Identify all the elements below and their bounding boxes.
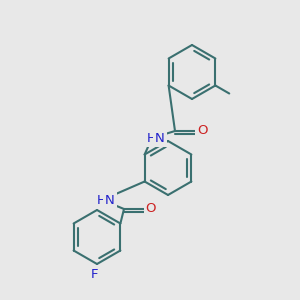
Text: O: O xyxy=(197,124,207,137)
Text: F: F xyxy=(90,268,98,281)
Text: N: N xyxy=(155,131,165,145)
Text: N: N xyxy=(105,194,115,206)
Text: H: H xyxy=(147,131,157,145)
Text: O: O xyxy=(146,202,156,215)
Text: H: H xyxy=(97,194,107,206)
